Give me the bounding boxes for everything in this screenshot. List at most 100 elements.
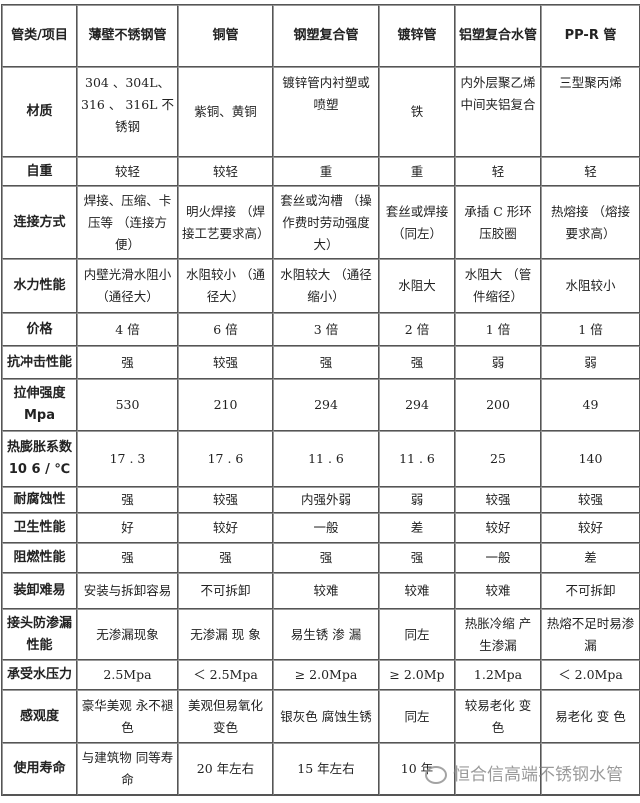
table-cell: 内壁光滑水阻小（通径大） (77, 259, 178, 313)
table-cell: 较强 (455, 487, 541, 513)
table-cell: 轻 (541, 157, 640, 186)
table-row: 连接方式 焊接、压缩、卡压等 （连接方便） 明火焊接 （焊接工艺要求高） 套丝或沟槽 … (2, 186, 640, 259)
table-cell: 焊接、压缩、卡压等 （连接方便） (77, 186, 178, 259)
table-cell: 4 倍 (77, 313, 178, 346)
row-header: 连接方式 (2, 186, 77, 259)
table-cell: 2.5Mpa (77, 660, 178, 690)
table-cell: 好 (77, 513, 178, 543)
row-header: 抗冲击性能 (2, 346, 77, 379)
table-cell: 热胀冷缩 产生渗漏 (455, 609, 541, 660)
table-cell: 较好 (455, 513, 541, 543)
table-row: 承受水压力 2.5Mpa ＜ 2.5Mpa ≥ 2.0Mpa ≥ 2.0Mp 1.2Mpa… (2, 660, 640, 690)
table-cell: 17 . 3 (77, 431, 178, 487)
table-cell: 2 倍 (379, 313, 455, 346)
table-cell: 强 (273, 543, 379, 573)
table-row: 感观度 豪华美观 永不褪色 美观但易氧化变色 银灰色 腐蚀生锈 同左 较易老化 变色 易老化… (2, 690, 640, 743)
table-cell: 套丝或沟槽 （操作费时劳动强度大） (273, 186, 379, 259)
table-cell: 较难 (455, 573, 541, 609)
table-cell: 豪华美观 永不褪色 (77, 690, 178, 743)
table-row: 阻燃性能强强强强一般差 (2, 543, 640, 573)
table-cell: 15 年左右 (273, 743, 379, 795)
column-header: 管类/项目 (2, 5, 77, 67)
row-header: 接头防渗漏性能 (2, 609, 77, 660)
table-cell: 较强 (178, 487, 273, 513)
watermark: 恒合信高端不锈钢水管 (425, 760, 623, 785)
table-cell: 与建筑物 同等寿命 (77, 743, 178, 795)
table-cell: 304 、304L、316 、 316L 不锈钢 (77, 67, 178, 157)
table-cell: 内外层聚乙烯 中间夹铝复合 (455, 67, 541, 157)
row-header: 使用寿命 (2, 743, 77, 795)
row-header: 感观度 (2, 690, 77, 743)
table-cell: 银灰色 腐蚀生锈 (273, 690, 379, 743)
table-cell: 承插 C 形环压胶圈 (455, 186, 541, 259)
column-header: 钢塑复合管 (273, 5, 379, 67)
table-cell: 强 (273, 346, 379, 379)
table-cell: 水阻大 （管件缩径） (455, 259, 541, 313)
table-cell: ≥ 2.0Mp (379, 660, 455, 690)
table-cell: 安装与拆卸容易 (77, 573, 178, 609)
table-cell: 水阻大 (379, 259, 455, 313)
table-cell: 较轻 (178, 157, 273, 186)
table-cell: 同左 (379, 690, 455, 743)
table-cell: 11 . 6 (273, 431, 379, 487)
watermark-text: 恒合信高端不锈钢水管 (453, 765, 623, 785)
table-cell: 3 倍 (273, 313, 379, 346)
table-cell: 不可拆卸 (541, 573, 640, 609)
column-header: 镀锌管 (379, 5, 455, 67)
table-cell: 25 (455, 431, 541, 487)
table-cell: 弱 (379, 487, 455, 513)
row-header: 自重 (2, 157, 77, 186)
table-row: 拉伸强度 Mpa 530 210 294 294 200 49 (2, 379, 640, 431)
table-cell: 弱 (455, 346, 541, 379)
table-cell: 明火焊接 （焊接工艺要求高） (178, 186, 273, 259)
table-cell: 一般 (455, 543, 541, 573)
row-header: 卫生性能 (2, 513, 77, 543)
row-header: 装卸难易 (2, 573, 77, 609)
table-row: 抗冲击性能强较强强强弱弱 (2, 346, 640, 379)
table-cell: 镀锌管内衬塑或喷塑 (273, 67, 379, 157)
table-row: 装卸难易 安装与拆卸容易 不可拆卸 较难 较难 较难 不可拆卸 (2, 573, 640, 609)
table-cell: 20 年左右 (178, 743, 273, 795)
table-cell: 水阻较小 （通径大） (178, 259, 273, 313)
table-cell: 较难 (379, 573, 455, 609)
table-cell: 强 (178, 543, 273, 573)
row-header: 承受水压力 (2, 660, 77, 690)
table-row: 使用寿命 与建筑物 同等寿命 20 年左右 15 年左右 10 年 (2, 743, 640, 795)
table-cell: 热熔不足时易渗漏 (541, 609, 640, 660)
table-cell: 弱 (541, 346, 640, 379)
table-cell: 美观但易氧化变色 (178, 690, 273, 743)
table-cell: 重 (273, 157, 379, 186)
table-cell: 强 (379, 346, 455, 379)
table-cell: ≥ 2.0Mpa (273, 660, 379, 690)
table-cell: 三型聚丙烯 (541, 67, 640, 157)
table-cell: 热熔接 （熔接要求高） (541, 186, 640, 259)
row-header: 耐腐蚀性 (2, 487, 77, 513)
table-row: 水力性能 内壁光滑水阻小（通径大） 水阻较小 （通径大） 水阻较大 （通径缩小） 水阻大… (2, 259, 640, 313)
column-header: 铝塑复合水管 (455, 5, 541, 67)
table-cell: 不可拆卸 (178, 573, 273, 609)
table-cell: 17 . 6 (178, 431, 273, 487)
table-cell: 强 (77, 346, 178, 379)
table-cell: 200 (455, 379, 541, 431)
table-row: 材质 304 、304L、316 、 316L 不锈钢 紫铜、黄铜 镀锌管内衬塑或喷塑… (2, 67, 640, 157)
table-cell: 较易老化 变色 (455, 690, 541, 743)
table-cell: 较好 (541, 513, 640, 543)
table-cell: ＜ 2.5Mpa (178, 660, 273, 690)
row-header: 价格 (2, 313, 77, 346)
table-row: 接头防渗漏性能 无渗漏现象 无渗漏 现 象易生锈 渗 漏同左 热胀冷缩 产生渗漏 热熔不… (2, 609, 640, 660)
table-cell: 易老化 变 色 (541, 690, 640, 743)
table-cell: 强 (77, 487, 178, 513)
table-cell: 紫铜、黄铜 (178, 67, 273, 157)
table-cell: 强 (379, 543, 455, 573)
table-cell: 内强外弱 (273, 487, 379, 513)
table-cell (455, 743, 541, 795)
wechat-icon (425, 766, 447, 784)
table-cell: 较轻 (77, 157, 178, 186)
column-header: 铜管 (178, 5, 273, 67)
row-header: 热膨胀系数 10 6 / ℃ (2, 431, 77, 487)
table-cell: 530 (77, 379, 178, 431)
table-cell: 较难 (273, 573, 379, 609)
table-cell: 1 倍 (455, 313, 541, 346)
table-cell: 水阻较大 （通径缩小） (273, 259, 379, 313)
table-cell: 套丝或焊接（同左） (379, 186, 455, 259)
